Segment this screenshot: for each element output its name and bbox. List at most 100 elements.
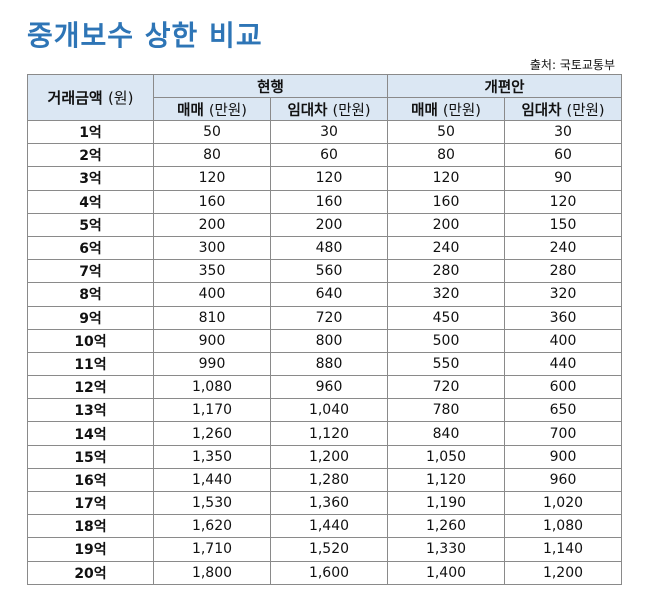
source-note: 출처: 국토교통부 [529, 58, 615, 72]
cell-revised-sale: 840 [387, 421, 505, 446]
cell-current-lease: 1,600 [270, 560, 388, 585]
header-group-current: 현행 [153, 74, 388, 98]
cell-current-lease: 560 [270, 259, 388, 284]
table-row: 10억 900 800 500 400 [27, 328, 622, 353]
table-row: 3억 120 120 120 90 [27, 166, 622, 191]
header-amount: 거래금액 (원) [27, 74, 154, 121]
header-revised-sale: 매매 (만원) [387, 97, 505, 121]
cell-revised-sale: 240 [387, 235, 505, 261]
cell-current-sale: 400 [153, 282, 271, 307]
cell-revised-lease: 60 [504, 143, 622, 168]
cell-amount: 19억 [27, 537, 154, 562]
cell-current-sale: 1,170 [153, 398, 271, 423]
page-title: 중개보수 상한 비교 [27, 19, 263, 52]
header-lease-label: 임대차 [521, 102, 562, 119]
cell-amount: 17억 [27, 490, 154, 516]
header-group-revised: 개편안 [387, 74, 622, 98]
cell-revised-lease: 1,200 [504, 560, 622, 585]
cell-revised-lease: 280 [504, 259, 622, 284]
cell-revised-lease: 400 [504, 328, 622, 353]
header-unit: (만원) [332, 102, 371, 119]
table-row: 9억 810 720 450 360 [27, 305, 622, 330]
cell-current-lease: 880 [270, 351, 388, 377]
cell-revised-sale: 120 [387, 166, 505, 191]
header-unit: (만원) [566, 102, 605, 119]
cell-current-lease: 1,200 [270, 444, 388, 469]
cell-revised-lease: 150 [504, 212, 622, 237]
cell-current-sale: 900 [153, 328, 271, 353]
cell-current-lease: 1,040 [270, 398, 388, 423]
cell-current-lease: 960 [270, 375, 388, 400]
cell-revised-lease: 1,140 [504, 537, 622, 562]
header-lease-label: 임대차 [287, 102, 328, 119]
cell-revised-sale: 200 [387, 212, 505, 237]
table-row: 18억 1,620 1,440 1,260 1,080 [27, 514, 622, 539]
cell-revised-lease: 1,080 [504, 514, 622, 539]
cell-current-sale: 1,080 [153, 375, 271, 400]
cell-revised-sale: 160 [387, 189, 505, 214]
cell-current-lease: 480 [270, 235, 388, 261]
cell-current-sale: 300 [153, 235, 271, 261]
cell-revised-lease: 600 [504, 375, 622, 400]
cell-current-lease: 200 [270, 212, 388, 237]
cell-current-sale: 1,620 [153, 514, 271, 539]
cell-amount: 3억 [27, 166, 154, 191]
cell-revised-lease: 240 [504, 235, 622, 261]
table-row: 14억 1,260 1,120 840 700 [27, 421, 622, 446]
table-row: 1억 50 30 50 30 [27, 119, 622, 145]
cell-revised-sale: 280 [387, 259, 505, 284]
cell-revised-lease: 320 [504, 282, 622, 307]
cell-current-lease: 1,280 [270, 467, 388, 493]
cell-current-lease: 30 [270, 119, 388, 145]
cell-current-lease: 160 [270, 189, 388, 214]
cell-revised-sale: 720 [387, 375, 505, 400]
cell-revised-sale: 320 [387, 282, 505, 307]
cell-revised-lease: 360 [504, 305, 622, 330]
cell-revised-lease: 440 [504, 351, 622, 377]
cell-amount: 4억 [27, 189, 154, 214]
cell-amount: 8억 [27, 282, 154, 307]
cell-current-lease: 800 [270, 328, 388, 353]
table-row: 7억 350 560 280 280 [27, 259, 622, 284]
table-row: 20억 1,800 1,600 1,400 1,200 [27, 560, 622, 585]
table-row: 4억 160 160 160 120 [27, 189, 622, 214]
cell-amount: 20억 [27, 560, 154, 585]
table-row: 8억 400 640 320 320 [27, 282, 622, 307]
cell-amount: 18억 [27, 514, 154, 539]
header-revised-lease: 임대차 (만원) [504, 97, 622, 121]
cell-current-lease: 640 [270, 282, 388, 307]
cell-revised-lease: 120 [504, 189, 622, 214]
cell-amount: 13억 [27, 398, 154, 423]
cell-revised-sale: 1,050 [387, 444, 505, 469]
cell-amount: 12억 [27, 375, 154, 400]
cell-current-lease: 60 [270, 143, 388, 168]
header-unit: (만원) [442, 102, 481, 119]
cell-revised-sale: 500 [387, 328, 505, 353]
cell-current-lease: 1,360 [270, 490, 388, 516]
header-current-lease: 임대차 (만원) [270, 97, 388, 121]
cell-current-lease: 1,440 [270, 514, 388, 539]
cell-current-sale: 200 [153, 212, 271, 237]
cell-current-sale: 50 [153, 119, 271, 145]
cell-amount: 11억 [27, 351, 154, 377]
cell-revised-sale: 50 [387, 119, 505, 145]
cell-amount: 10억 [27, 328, 154, 353]
cell-amount: 1억 [27, 119, 154, 145]
cell-current-sale: 350 [153, 259, 271, 284]
cell-revised-sale: 780 [387, 398, 505, 423]
table-row: 17억 1,530 1,360 1,190 1,020 [27, 490, 622, 516]
header-amount-unit: (원) [107, 89, 134, 107]
cell-amount: 14억 [27, 421, 154, 446]
cell-revised-lease: 960 [504, 467, 622, 493]
cell-current-sale: 160 [153, 189, 271, 214]
cell-current-sale: 1,440 [153, 467, 271, 493]
cell-current-lease: 720 [270, 305, 388, 330]
header-sale-label: 매매 [177, 102, 204, 119]
cell-current-sale: 1,800 [153, 560, 271, 585]
cell-revised-lease: 700 [504, 421, 622, 446]
cell-revised-sale: 550 [387, 351, 505, 377]
cell-revised-lease: 30 [504, 119, 622, 145]
table-body: 1억 50 30 50 30 2억 80 60 80 60 3억 120 120 120 90 4억 160 16… [27, 119, 622, 585]
cell-amount: 6억 [27, 235, 154, 261]
cell-revised-lease: 1,020 [504, 490, 622, 516]
